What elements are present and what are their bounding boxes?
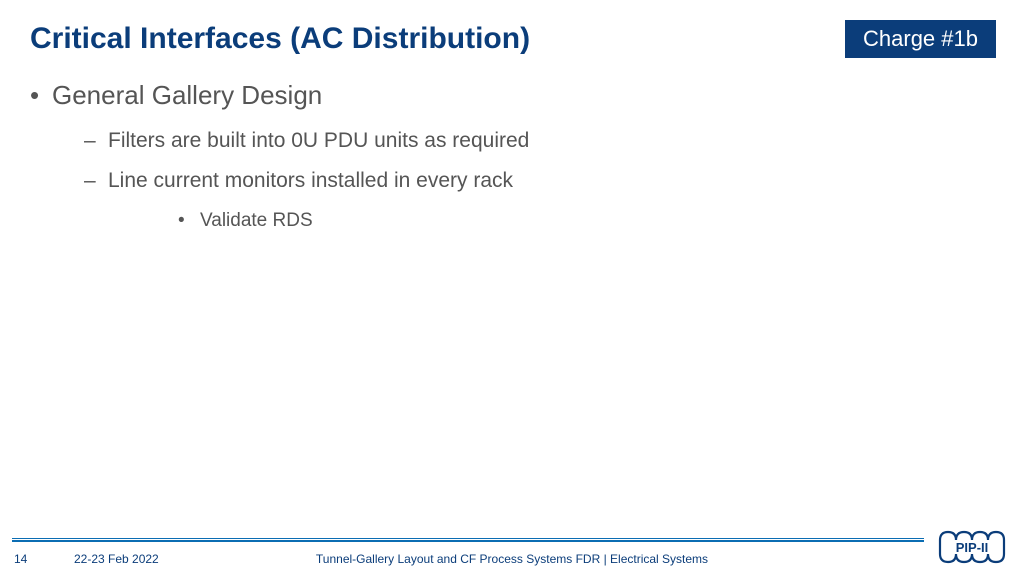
bullet-l2: Filters are built into 0U PDU units as r… [52, 127, 994, 155]
bullet-l1: General Gallery Design Filters are built… [30, 78, 994, 233]
footer-divider [12, 538, 924, 542]
charge-badge: Charge #1b [845, 20, 996, 58]
pip-ii-logo: PIP-II [936, 526, 1006, 568]
bullet-l2-text: Filters are built into 0U PDU units as r… [108, 129, 529, 152]
bullet-l2-text: Line current monitors installed in every… [108, 169, 513, 192]
bullet-l2: Line current monitors installed in every… [52, 167, 994, 233]
bullet-l3-text: Validate RDS [200, 210, 313, 231]
logo-text: PIP-II [956, 540, 989, 555]
slide: Critical Interfaces (AC Distribution) Ch… [0, 0, 1024, 576]
footer-title: Tunnel-Gallery Layout and CF Process Sys… [0, 552, 1024, 566]
footer: 14 22-23 Feb 2022 Tunnel-Gallery Layout … [0, 546, 1024, 566]
slide-title: Critical Interfaces (AC Distribution) [30, 22, 530, 56]
bullet-l1-text: General Gallery Design [52, 80, 322, 110]
bullet-l3: Validate RDS [108, 208, 994, 234]
content-area: General Gallery Design Filters are built… [30, 78, 994, 245]
